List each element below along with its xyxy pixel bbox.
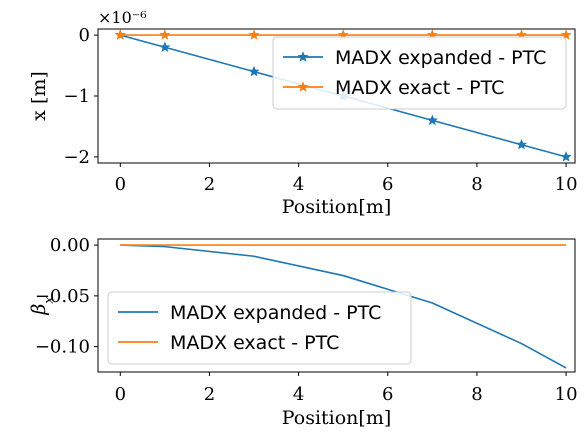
x-axis-label: Position[m] [282, 196, 392, 218]
series-point [114, 29, 126, 40]
series-point [248, 65, 260, 77]
legend-label: MADX exact - PTC [170, 332, 339, 354]
series-point [560, 151, 572, 162]
x-tick-label: 8 [471, 384, 482, 405]
legend-label: MADX expanded - PTC [335, 47, 546, 69]
series-line [120, 244, 567, 369]
y-tick-label: 0 [79, 25, 90, 46]
x-tick-label: 6 [382, 174, 393, 195]
x-tick-label: 4 [293, 384, 304, 405]
x-tick-label: 8 [471, 174, 482, 195]
y-axis-label-main: β [28, 304, 50, 316]
legend-box [272, 36, 567, 110]
legend: MADX expanded - PTC MADX exact - PTC [272, 36, 567, 110]
x-tick-label: 6 [382, 384, 393, 405]
legend-label: MADX exact - PTC [335, 77, 504, 99]
legend-label: MADX expanded - PTC [170, 302, 381, 324]
y-offset-label: ×10⁻⁶ [98, 8, 147, 27]
y-axis-label-subscript: x [42, 296, 57, 304]
legend: MADX expanded - PTC MADX exact - PTC [107, 291, 412, 365]
y-tick-label: −0.10 [35, 337, 90, 358]
legend-marker [297, 51, 309, 62]
series-point [248, 29, 260, 40]
series-point [159, 41, 171, 52]
x-tick-label: 10 [555, 384, 578, 405]
x-tick-label: 0 [115, 174, 126, 195]
x-tick-label: 2 [204, 174, 215, 195]
y-tick-label: −2 [63, 147, 90, 168]
y-tick-label: −1 [63, 86, 90, 107]
y-axis-label: x [m] [28, 71, 50, 121]
series-point [159, 29, 171, 40]
series-point [515, 138, 528, 150]
axes-frame [97, 238, 576, 373]
y-axis-label-main: x [m] [28, 71, 50, 121]
y-tick-label: −0.05 [35, 286, 90, 307]
series-point [426, 114, 438, 126]
series-point [560, 29, 572, 40]
x-tick-label: 0 [115, 384, 126, 405]
x-tick-label: 4 [293, 174, 304, 195]
legend-box [107, 291, 412, 365]
x-tick-label: 2 [204, 384, 215, 405]
y-axis-label: βx [28, 296, 57, 316]
y-tick-label: 0.00 [50, 235, 90, 256]
chart-1: 0 2 4 6 8 10 0 −1 −2 Position[m] x [m] ×10⁻⁶ MADX ex… [28, 8, 578, 218]
x-tick-label: 10 [555, 174, 578, 195]
legend-marker [297, 81, 309, 92]
x-axis-label: Position[m] [282, 407, 392, 429]
chart-2: 0 2 4 6 8 10 0.00 −0.05 −0.10 Position[m] βx MADX e… [28, 235, 578, 429]
